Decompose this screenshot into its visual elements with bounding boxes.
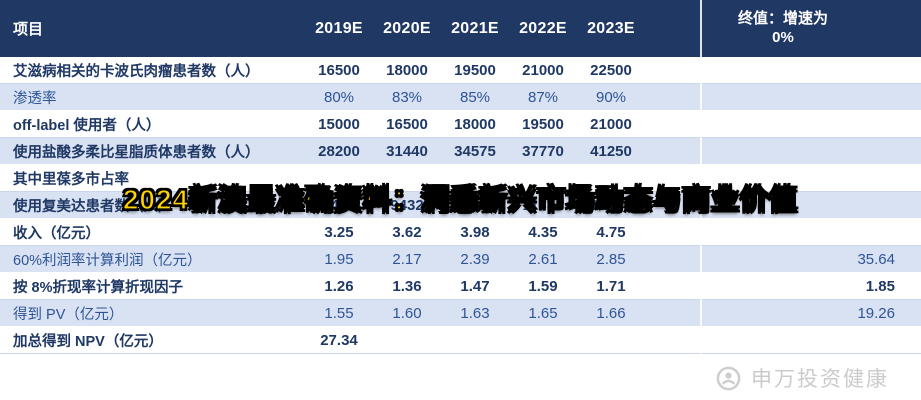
row-label: 加总得到 NPV（亿元） [13,333,163,350]
table-row: 60%利润率计算利润（亿元） 1.95 2.17 2.39 2.61 2.85 … [0,246,921,273]
cell-value: 31440 [386,142,428,160]
header-project-label: 项目 [13,21,44,38]
row-label: 艾滋病相关的卡波氏肉瘤患者数（人） [13,63,260,80]
header-year-2019e: 2019E [315,19,363,37]
header-year-2022e: 2022E [519,19,567,37]
table-row: 加总得到 NPV（亿元） 27.34 [0,327,921,354]
terminal-label-line2: 0% [772,29,794,46]
table-row: 按 8%折现率计算折现因子 1.26 1.36 1.47 1.59 1.71 1… [0,273,921,300]
cell-value: 1.65 [528,304,558,322]
cell-value: 1.60 [392,304,422,322]
header-year-2020e: 2020E [383,19,431,37]
row-label: 按 8%折现率计算折现因子 [13,279,183,296]
cell-value: 87% [527,88,559,106]
cell-value: 85% [459,88,491,106]
cell-value: 28200 [318,142,360,160]
footer: 申万投资健康 [0,354,921,400]
cell-value: 2.17 [392,250,422,268]
row-label: 使用盐酸多柔比星脂质体患者数（人） [13,144,260,161]
cell-value: 18000 [454,115,496,133]
cell-value: 19500 [454,61,496,79]
table-row: 其中里葆多市占率 [0,165,921,192]
row-label: off-label 使用者（人） [13,117,161,134]
cell-value: 1.55 [324,304,354,322]
cell-value: 19500 [522,115,564,133]
watermark: 申万投资健康 [715,363,889,393]
cell-value: 16500 [318,61,360,79]
cell-value: 21000 [522,61,564,79]
cell-value: 4.35 [528,223,558,241]
header-year-2021e: 2021E [451,19,499,37]
table-row: 渗透率 80% 83% 85% 87% 90% [0,84,921,111]
row-label: 60%利润率计算利润（亿元） [13,252,202,269]
terminal-label-line1: 终值：增速为 [737,9,828,27]
cell-value: 3.62 [392,223,422,241]
cell-value: 1.66 [596,304,626,322]
cell-value: 1.95 [324,250,354,268]
table-row: off-label 使用者（人） 15000 16500 18000 19500… [0,111,921,138]
cell-value: 83% [391,88,423,106]
cell-value: 1.71 [596,277,626,295]
cell-value: 2.61 [528,250,558,268]
cell-terminal: 19.26 [857,304,895,322]
cell-value: 9432 [390,196,424,214]
cell-value: 22500 [590,61,632,79]
cell-value: 2.39 [460,250,490,268]
row-label: 渗透率 [13,90,57,107]
cell-value: 15000 [318,115,360,133]
cell-value: 3.25 [324,223,354,241]
cell-value: 11331 [522,196,564,214]
table-row: 使用盐酸多柔比星脂质体患者数（人） 28200 31440 34575 3777… [0,138,921,165]
row-label: 得到 PV（亿元） [13,306,124,323]
cell-value: 41250 [590,142,632,160]
cell-value: 6460 [322,196,356,214]
cell-value: 1.47 [460,277,490,295]
cell-value: 1.59 [528,277,558,295]
cell-value: 16500 [386,115,428,133]
row-label: 其中里葆多市占率 [13,171,129,188]
row-label: 使用复美达患者数（人） [13,198,173,215]
table-row: 得到 PV（亿元） 1.55 1.60 1.63 1.65 1.66 19.26 [0,300,921,327]
cell-value: 80% [323,88,355,106]
cell-value: 18000 [386,61,428,79]
cell-value: 3.98 [460,223,490,241]
cell-value: 1.63 [460,304,490,322]
table-row: 艾滋病相关的卡波氏肉瘤患者数（人） 16500 18000 19500 2100… [0,57,921,84]
cell-value: 1.26 [324,277,354,295]
cell-value: 37770 [522,142,564,160]
brand-logo-icon [716,366,741,390]
cell-value: 1.36 [392,277,422,295]
table-header: 项目 2019E 2020E 2021E 2022E 2023E 终值：增速为 … [0,0,921,57]
cell-value: 12375 [590,196,632,214]
cell-terminal: 35.64 [857,250,895,268]
table-row: 使用复美达患者数（人） 6460 9432 10373 11331 12375 [0,192,921,219]
row-label: 收入（亿元） [13,225,100,242]
watermark-text: 申万投资健康 [751,368,889,391]
cell-value: 21000 [590,115,632,133]
cell-value: 34575 [454,142,496,160]
cell-terminal: 1.85 [865,277,895,295]
cell-value: 10373 [454,196,496,214]
cell-value: 27.34 [320,331,358,349]
cell-value: 90% [595,88,627,106]
header-terminal-value: 终值：增速为 0% [645,9,921,47]
cell-value: 4.75 [596,223,626,241]
table-row: 收入（亿元） 3.25 3.62 3.98 4.35 4.75 [0,219,921,246]
header-year-2023e: 2023E [587,19,635,37]
cell-value: 2.85 [596,250,626,268]
